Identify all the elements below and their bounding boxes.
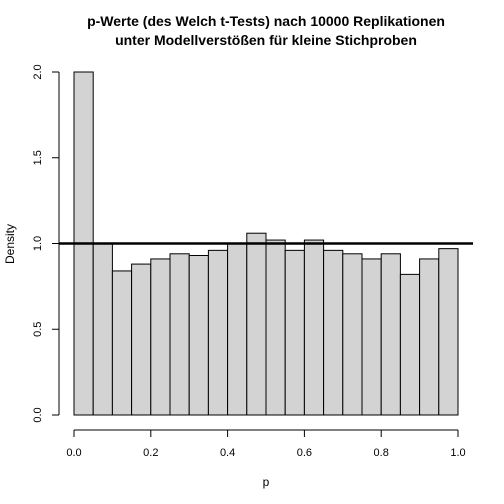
chart-title-line-1: p-Werte (des Welch t-Tests) nach 10000 R…: [87, 13, 445, 29]
histogram-bar: [419, 258, 440, 416]
y-tick-label: 1.0: [32, 236, 44, 251]
x-tick-label: 1.0: [450, 447, 465, 459]
histogram-bar: [284, 249, 305, 416]
histogram-bar: [188, 255, 209, 416]
histogram-bar: [399, 273, 421, 416]
histogram-bar: [303, 239, 325, 416]
y-tick-label: 1.5: [32, 150, 44, 165]
histogram-bar: [438, 248, 459, 416]
chart-title-line-2: unter Modellverstößen für kleine Stichpr…: [115, 32, 417, 48]
x-tick-label: 0.6: [297, 447, 312, 459]
histogram-bar: [227, 243, 248, 416]
histogram-bar: [342, 253, 363, 416]
histogram-bar: [150, 258, 171, 416]
y-axis-label: Density: [3, 224, 17, 264]
x-tick-label: 0.4: [220, 447, 235, 459]
histogram-bar: [361, 258, 382, 416]
histogram-bar: [207, 249, 229, 416]
histogram-bar: [323, 249, 344, 416]
y-tick-label: 2.0: [32, 64, 44, 79]
x-tick-label: 0.8: [374, 447, 389, 459]
histogram-bars: [73, 71, 459, 416]
x-tick-label: 0.0: [66, 447, 81, 459]
histogram-bar: [131, 263, 152, 416]
histogram-bar: [92, 243, 113, 416]
y-axis: 0.0 0.5 1.0 1.5 2.0: [32, 64, 60, 423]
histogram-bar: [246, 232, 267, 416]
histogram-bar: [169, 253, 190, 416]
histogram-bar: [265, 239, 286, 416]
x-axis: 0.0 0.2 0.4 0.6 0.8 1.0: [66, 429, 466, 459]
y-tick-label: 0.0: [32, 407, 44, 422]
x-axis-label: p: [263, 475, 270, 489]
x-tick-label: 0.2: [143, 447, 158, 459]
y-tick-label: 0.5: [32, 322, 44, 337]
histogram-bar: [380, 253, 401, 416]
histogram-bar: [111, 270, 133, 416]
